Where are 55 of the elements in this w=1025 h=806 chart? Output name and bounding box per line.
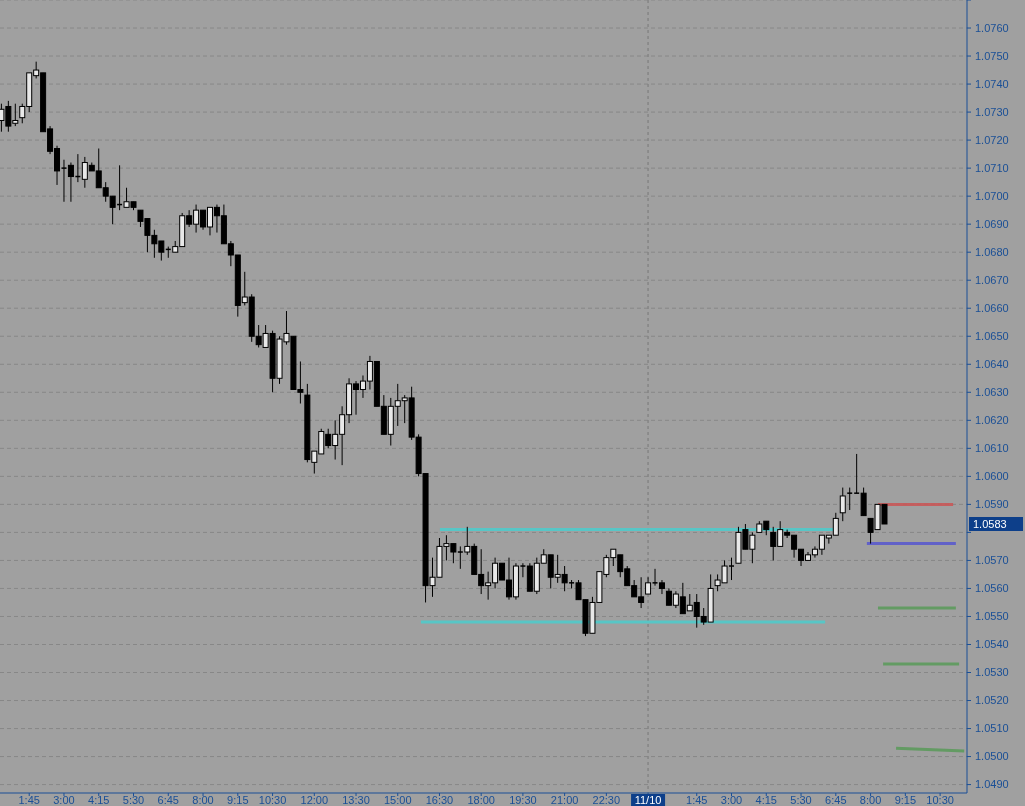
y-tick-label: 1.0560	[975, 582, 1009, 595]
x-tick-label: 6:45	[825, 794, 847, 806]
y-tick-label: 1.0640	[975, 358, 1009, 371]
x-tick-label: 1:45	[18, 794, 40, 806]
x-tick-label: 16:30	[425, 794, 454, 806]
x-tick-label: 22:30	[592, 794, 621, 806]
y-tick-label: 1.0740	[975, 77, 1009, 90]
y-tick-label: 1.0490	[975, 778, 1009, 791]
y-tick-label: 1.0730	[975, 105, 1009, 118]
y-tick-label: 1.0500	[975, 750, 1009, 763]
x-tick-label: 10:30	[926, 794, 954, 806]
y-tick-label: 1.0630	[975, 386, 1009, 399]
y-tick-label: 1.0650	[975, 330, 1009, 343]
candlestick	[846, 487, 853, 511]
x-tick-label: 4:15	[88, 794, 110, 806]
x-tick-label: 11/10	[634, 794, 662, 806]
candlestick	[839, 487, 846, 522]
y-tick-label: 1.0540	[975, 638, 1009, 651]
x-tick-label: 21:00	[550, 794, 579, 806]
y-tick-label: 1.0550	[975, 610, 1009, 623]
y-tick-label: 1.0760	[975, 21, 1009, 34]
y-tick-label: 1.0660	[975, 302, 1009, 315]
x-tick-label: 5:30	[790, 794, 812, 806]
x-tick-label: 5:30	[122, 794, 145, 806]
x-tick-label: 18:00	[467, 794, 495, 806]
text: 1.0583	[973, 517, 1007, 530]
x-tick-label: 8:00	[859, 794, 882, 806]
y-tick-label: 1.0700	[975, 190, 1009, 202]
x-tick-label: 15:00	[383, 794, 412, 806]
x-tick-label: 9:15	[227, 794, 249, 806]
x-tick-label: 13:30	[342, 794, 370, 806]
x-tick-label: 6:45	[157, 794, 179, 806]
x-tick-label: 3:00	[53, 794, 75, 806]
y-tick-label: 1.0620	[975, 414, 1009, 427]
y-tick-label: 1.0750	[975, 49, 1009, 62]
y-tick-label: 1.0590	[975, 498, 1009, 511]
y-tick-label: 1.0670	[975, 274, 1009, 287]
x-tick-label: 10:30	[258, 794, 287, 806]
x-tick-label: 8:00	[192, 794, 214, 806]
y-tick-label: 1.0570	[975, 554, 1009, 567]
x-tick-label: 9:15	[894, 794, 917, 806]
y-tick-label: 1.0690	[975, 218, 1009, 231]
y-tick-label: 1.0600	[975, 470, 1009, 483]
x-tick-label: 1:45	[686, 794, 708, 806]
y-tick-label: 1.0710	[975, 161, 1009, 174]
y-tick-label: 1.0610	[975, 442, 1009, 455]
y-tick-label: 1.0680	[975, 246, 1009, 259]
x-tick-label: 19:30	[509, 794, 537, 806]
y-tick-label: 1.0520	[975, 694, 1009, 707]
y-tick-label: 1.0720	[975, 133, 1009, 146]
x-tick-label: 12:00	[300, 794, 329, 806]
x-tick-label: 3:00	[720, 794, 743, 806]
y-tick-label: 1.0510	[975, 722, 1009, 735]
x-tick-label: 4:15	[755, 794, 777, 806]
y-tick-label: 1.0530	[975, 666, 1009, 679]
